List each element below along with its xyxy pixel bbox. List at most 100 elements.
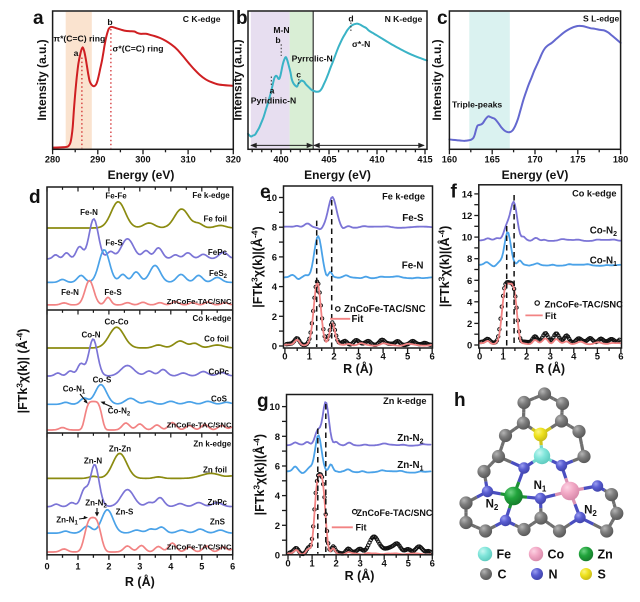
- svg-text:d: d: [348, 14, 353, 24]
- svg-text:Intensity (a.u.): Intensity (a.u.): [430, 39, 444, 120]
- svg-text:N: N: [549, 568, 558, 582]
- svg-text:5: 5: [406, 558, 412, 569]
- svg-text:Co-N1: Co-N1: [63, 385, 86, 396]
- svg-text:b: b: [275, 35, 280, 45]
- svg-text:a: a: [74, 48, 79, 58]
- svg-text:310: 310: [180, 154, 195, 164]
- svg-text:Co foil: Co foil: [204, 335, 229, 344]
- svg-text:Co: Co: [548, 548, 565, 562]
- svg-text:12: 12: [462, 211, 473, 222]
- svg-text:N K-edge: N K-edge: [385, 14, 423, 24]
- svg-text:6: 6: [230, 561, 235, 571]
- svg-text:400: 400: [273, 154, 288, 164]
- svg-text:|FTk3χ(k)|(Å-4): |FTk3χ(k)|(Å-4): [252, 434, 268, 515]
- svg-text:405: 405: [321, 154, 336, 164]
- svg-text:σ*-N: σ*-N: [352, 39, 370, 49]
- svg-text:Fit: Fit: [352, 314, 365, 325]
- svg-text:Fe-S: Fe-S: [402, 213, 424, 224]
- svg-text:3: 3: [137, 561, 142, 571]
- svg-text:S: S: [598, 568, 606, 582]
- svg-text:Energy (eV): Energy (eV): [304, 168, 371, 182]
- svg-text:1: 1: [307, 352, 313, 363]
- svg-text:5: 5: [595, 352, 601, 363]
- svg-text:ZnCoFe-TAC/SNC: ZnCoFe-TAC/SNC: [357, 508, 433, 518]
- svg-text:0: 0: [272, 342, 277, 353]
- svg-text:10: 10: [462, 233, 473, 244]
- svg-text:a: a: [270, 86, 275, 96]
- svg-text:165: 165: [485, 154, 500, 164]
- svg-text:R (Å): R (Å): [535, 361, 565, 376]
- svg-text:6: 6: [430, 558, 435, 569]
- svg-text:Fe-S: Fe-S: [104, 288, 122, 297]
- svg-text:0: 0: [44, 561, 49, 571]
- svg-text:4: 4: [275, 491, 281, 502]
- svg-text:c: c: [437, 8, 448, 29]
- svg-text:Zn foil: Zn foil: [203, 466, 227, 475]
- svg-text:FeS2: FeS2: [209, 269, 228, 280]
- svg-text:Fe-S: Fe-S: [105, 239, 123, 248]
- svg-text:0: 0: [467, 341, 472, 352]
- svg-text:1: 1: [309, 558, 315, 569]
- svg-text:ZnS: ZnS: [210, 518, 226, 527]
- svg-text:0: 0: [282, 352, 287, 363]
- svg-text:CoS: CoS: [211, 395, 228, 404]
- svg-text:0: 0: [285, 558, 290, 569]
- svg-text:C K-edge: C K-edge: [183, 14, 221, 24]
- svg-text:8: 8: [272, 223, 277, 234]
- svg-text:ZnCoFe-TAC/SNC: ZnCoFe-TAC/SNC: [167, 421, 232, 430]
- svg-text:S L-edge: S L-edge: [583, 14, 620, 24]
- svg-text:Intensity (a.u.): Intensity (a.u.): [231, 39, 245, 120]
- svg-text:Co-N: Co-N: [81, 331, 100, 340]
- svg-text:170: 170: [527, 154, 542, 164]
- svg-text:ZnCoFe-TAC/SNC: ZnCoFe-TAC/SNC: [545, 300, 624, 310]
- svg-text:Co k-edge: Co k-edge: [193, 314, 232, 323]
- svg-text:ZnCoFe-TAC/SNC: ZnCoFe-TAC/SNC: [167, 297, 232, 306]
- svg-text:Co-Co: Co-Co: [105, 318, 129, 327]
- svg-text:Energy (eV): Energy (eV): [108, 168, 175, 182]
- svg-text:Pyrrolic-N: Pyrrolic-N: [292, 54, 333, 64]
- svg-text:|FTk3χ(k)|(Å-4): |FTk3χ(k)|(Å-4): [250, 226, 266, 307]
- svg-text:Co-N2: Co-N2: [108, 407, 131, 418]
- svg-text:M-N: M-N: [273, 25, 289, 35]
- svg-text:Co-N1: Co-N1: [590, 256, 617, 269]
- svg-text:Zn k-edge: Zn k-edge: [383, 396, 426, 406]
- svg-text:2: 2: [333, 558, 338, 569]
- svg-text:320: 320: [226, 154, 241, 164]
- svg-text:4: 4: [168, 561, 174, 571]
- svg-text:d: d: [29, 187, 41, 208]
- svg-text:1: 1: [75, 561, 80, 571]
- svg-text:14: 14: [462, 189, 473, 200]
- svg-text:C: C: [498, 568, 507, 582]
- svg-text:160: 160: [442, 154, 457, 164]
- svg-text:6: 6: [430, 352, 435, 363]
- svg-text:410: 410: [369, 154, 384, 164]
- svg-text:Fe foil: Fe foil: [203, 215, 227, 224]
- svg-text:Zn-N2: Zn-N2: [397, 433, 423, 446]
- svg-text:R (Å): R (Å): [345, 568, 375, 583]
- svg-text:2: 2: [272, 312, 277, 323]
- svg-text:2: 2: [275, 521, 280, 532]
- svg-text:3: 3: [356, 352, 361, 363]
- svg-text:h: h: [454, 390, 466, 411]
- svg-text:Zn-N1: Zn-N1: [397, 460, 423, 473]
- svg-text:290: 290: [90, 154, 105, 164]
- svg-text:Co k-edge: Co k-edge: [572, 189, 616, 199]
- svg-text:Fe-N: Fe-N: [61, 288, 79, 297]
- svg-text:4: 4: [382, 558, 388, 569]
- svg-text:f: f: [451, 182, 458, 203]
- svg-text:Co-S: Co-S: [93, 376, 112, 385]
- svg-text:π*(C=C) ring: π*(C=C) ring: [54, 34, 106, 44]
- svg-text:Zn-N1: Zn-N1: [56, 516, 78, 527]
- svg-text:8: 8: [275, 432, 280, 443]
- svg-text:175: 175: [570, 154, 585, 164]
- svg-text:Fe-N: Fe-N: [80, 208, 98, 217]
- svg-text:Zn-S: Zn-S: [116, 508, 134, 517]
- svg-text:6: 6: [618, 352, 623, 363]
- svg-text:ZnCoFe-TAC/SNC: ZnCoFe-TAC/SNC: [167, 543, 232, 552]
- svg-text:2: 2: [106, 561, 111, 571]
- svg-text:10: 10: [266, 193, 277, 204]
- svg-text:2: 2: [331, 352, 336, 363]
- svg-text:Zn: Zn: [598, 548, 613, 562]
- svg-text:Zn k-edge: Zn k-edge: [193, 440, 231, 449]
- svg-text:8: 8: [467, 254, 472, 265]
